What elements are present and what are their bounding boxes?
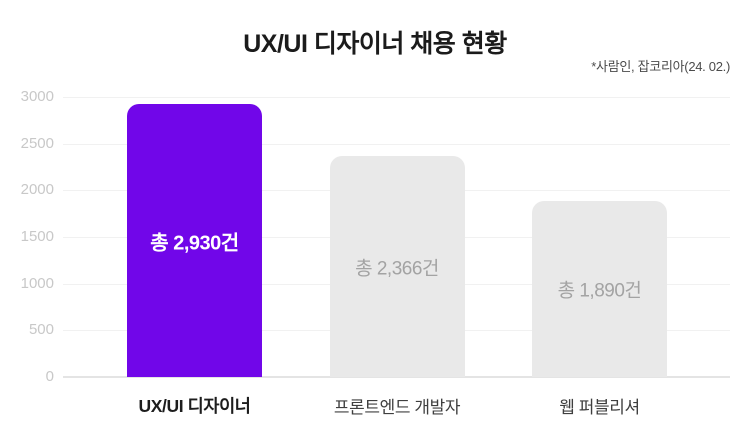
y-tick-label-0: 0 — [45, 368, 54, 385]
chart-title: UX/UI 디자이너 채용 현황 — [243, 30, 507, 58]
gridline-2500 — [63, 143, 730, 145]
y-tick-label-500: 500 — [28, 321, 54, 339]
y-tick-label-3000: 3000 — [20, 88, 54, 105]
x-axis-label-1: 프론트엔드 개발자 — [333, 398, 461, 417]
y-tick-label-1500: 1500 — [20, 228, 54, 245]
x-axis-line — [63, 376, 730, 378]
bar-value-label-0: 총 2,930건 — [150, 232, 239, 254]
source-note: *사람인, 잡코리아(24. 02.) — [591, 59, 730, 74]
y-axis: 0 500 1000 1500 2000 2500 3000 — [0, 88, 54, 385]
y-tick-label-2500: 2500 — [20, 134, 54, 152]
x-axis-label-2: 웹 퍼블리셔 — [559, 398, 640, 417]
gridline-3000 — [63, 97, 730, 98]
bar-0-highlighted: 총 2,930건 — [127, 104, 262, 377]
bar-2: 총 1,890건 — [532, 201, 667, 377]
y-tick-label-2000: 2000 — [20, 181, 54, 199]
bar-value-label-1: 총 2,366건 — [355, 258, 439, 279]
y-tick-label-1000: 1000 — [20, 274, 54, 292]
x-axis-labels: UX/UI 디자이너 프론트엔드 개발자 웹 퍼블리셔 — [63, 393, 730, 419]
bar-value-label-2: 총 1,890건 — [557, 280, 642, 302]
x-axis-label-0: UX/UI 디자이너 — [138, 396, 251, 416]
bar-1: 총 2,366건 — [329, 156, 465, 377]
